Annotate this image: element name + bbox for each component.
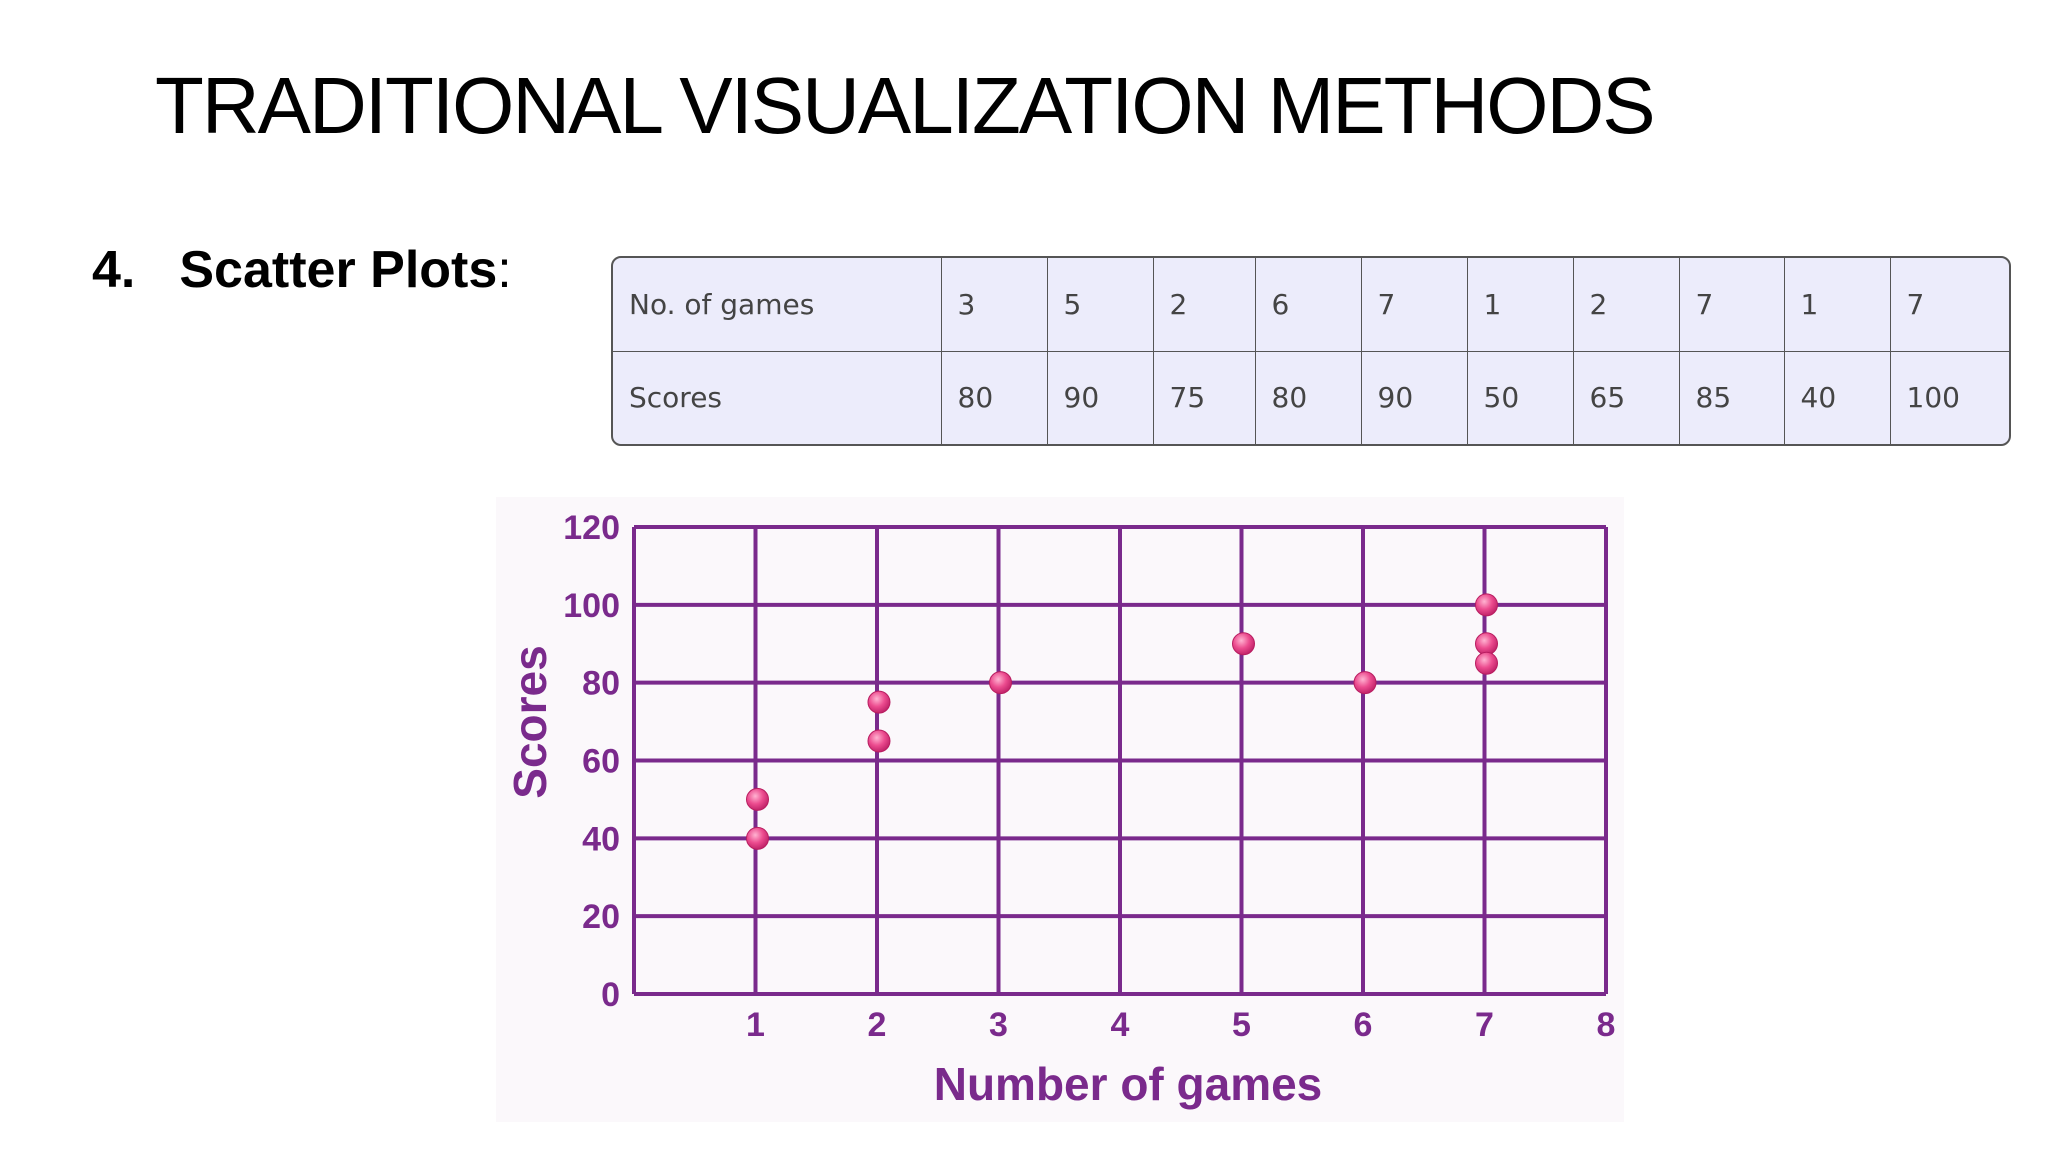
row-header-games: No. of games (613, 258, 942, 352)
scatter-point (746, 826, 769, 850)
table-cell: 5 (1046, 258, 1154, 352)
table-cell: 3 (940, 258, 1048, 352)
scatter-point (1475, 651, 1498, 675)
table-cell: 80 (1254, 350, 1362, 444)
section-colon: : (497, 241, 512, 299)
scatter-point (1475, 593, 1498, 617)
row-header-scores: Scores (613, 350, 942, 444)
scatter-point (1353, 671, 1377, 695)
x-tick-label: 4 (1111, 1006, 1130, 1044)
x-axis-label: Number of games (934, 1058, 1323, 1110)
section-heading: 4. Scatter Plots: (92, 240, 512, 300)
y-tick-label: 80 (582, 665, 620, 703)
chart-points (746, 593, 1498, 850)
x-tick-label: 7 (1475, 1006, 1494, 1044)
x-tick-label: 2 (868, 1006, 887, 1044)
chart-grid (632, 525, 1608, 996)
section-label: Scatter Plots (179, 241, 498, 299)
table-row-scores: Scores 80 90 75 80 90 50 65 85 40 100 (613, 350, 2009, 444)
table-cell: 85 (1678, 350, 1785, 444)
scatter-point (1232, 632, 1255, 656)
scatter-point (867, 690, 891, 714)
table-cell: 100 (1889, 350, 2009, 444)
table-cell: 2 (1152, 258, 1256, 352)
chart-tick-labels: 0 20 40 60 80 100 120 1 2 3 4 5 6 7 8 (563, 509, 1615, 1044)
x-tick-label: 5 (1232, 1006, 1251, 1044)
table-cell: 7 (1360, 258, 1468, 352)
table-cell: 80 (940, 350, 1048, 444)
table-cell: 6 (1254, 258, 1362, 352)
x-tick-label: 6 (1354, 1006, 1373, 1044)
scatter-point (1475, 632, 1498, 656)
scatter-chart: 0 20 40 60 80 100 120 1 2 3 4 5 6 7 8 Number of games … (496, 497, 1624, 1122)
table-cell: 7 (1889, 258, 2009, 352)
y-tick-label: 100 (563, 587, 620, 625)
table-row-games: No. of games 3 5 2 6 7 1 2 7 1 7 (613, 258, 2009, 352)
y-tick-label: 120 (563, 509, 620, 547)
y-tick-label: 60 (582, 743, 620, 781)
section-number: 4. (92, 241, 136, 299)
y-tick-label: 0 (601, 976, 620, 1014)
scatter-point (867, 729, 891, 753)
x-tick-label: 8 (1597, 1006, 1616, 1044)
table-cell: 50 (1466, 350, 1574, 444)
table-cell: 1 (1466, 258, 1574, 352)
table-cell: 75 (1152, 350, 1256, 444)
table-cell: 2 (1572, 258, 1680, 352)
y-tick-label: 40 (582, 820, 620, 858)
table-cell: 90 (1360, 350, 1468, 444)
table-cell: 7 (1678, 258, 1785, 352)
data-table: No. of games 3 5 2 6 7 1 2 7 1 7 Scores … (611, 256, 2011, 446)
slide-title: TRADITIONAL VISUALIZATION METHODS (155, 61, 1656, 150)
y-tick-label: 20 (582, 898, 620, 936)
table-cell: 40 (1783, 350, 1891, 444)
scatter-point (989, 671, 1012, 695)
table-cell: 1 (1783, 258, 1891, 352)
x-tick-label: 3 (989, 1006, 1008, 1044)
y-axis-label: Scores (504, 645, 556, 798)
table-cell: 90 (1046, 350, 1154, 444)
x-tick-label: 1 (746, 1006, 765, 1044)
table-cell: 65 (1572, 350, 1680, 444)
scatter-point (746, 787, 769, 811)
